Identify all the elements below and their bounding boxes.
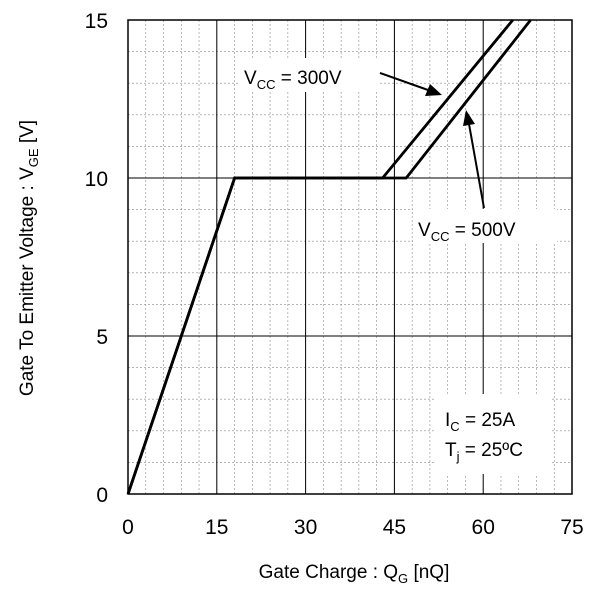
annotation-vcc500-sub: CC bbox=[431, 229, 450, 244]
annotation-tj-main: T bbox=[445, 440, 457, 461]
annotation-vcc300-tail: = 300V bbox=[275, 68, 341, 89]
x-tick-label: 15 bbox=[205, 516, 228, 539]
x-tick-label: 75 bbox=[560, 516, 583, 539]
y-tick-label: 10 bbox=[85, 168, 108, 191]
x-tick-label: 45 bbox=[383, 516, 406, 539]
arrow-vcc300 bbox=[379, 72, 429, 91]
arrow-vcc500 bbox=[468, 123, 485, 209]
annotation-vcc500-tail: = 500V bbox=[449, 220, 515, 241]
arrowhead-vcc300 bbox=[425, 84, 442, 96]
y-tick-label: 0 bbox=[96, 484, 108, 507]
annotation-vcc300-main: V bbox=[244, 68, 257, 89]
label-bg-vcc300 bbox=[238, 58, 378, 92]
y-tick-label: 5 bbox=[96, 326, 108, 349]
x-axis-title-main: Gate Charge : Q bbox=[259, 562, 398, 583]
arrowhead-vcc500 bbox=[463, 110, 475, 126]
y-tick-labels: 0 5 10 15 bbox=[85, 10, 108, 507]
conditions-bg bbox=[434, 394, 552, 474]
x-tick-label: 60 bbox=[472, 516, 495, 539]
y-tick-label: 15 bbox=[85, 10, 108, 33]
y-axis-title-tail: [V] bbox=[17, 120, 38, 149]
annotation-tj-sub: j bbox=[456, 449, 460, 464]
x-tick-label: 0 bbox=[122, 516, 134, 539]
annotation-vcc500: VCC = 500V bbox=[418, 220, 516, 244]
annotation-ic: IC = 25A bbox=[445, 410, 515, 434]
x-tick-labels: 0 15 30 45 60 75 bbox=[122, 516, 584, 539]
y-axis-title-sub: GE bbox=[26, 148, 41, 167]
annotation-ic-tail: = 25A bbox=[460, 410, 516, 431]
plot-frame bbox=[127, 19, 573, 495]
annotation-ic-sub: C bbox=[450, 419, 459, 434]
x-axis-title: Gate Charge : QG [nQ] bbox=[259, 562, 450, 586]
y-axis-title: Gate To Emitter Voltage : VGE [V] bbox=[17, 120, 41, 396]
annotation-tj: Tj = 25ºC bbox=[445, 440, 523, 464]
y-axis-title-main: Gate To Emitter Voltage : V bbox=[17, 167, 38, 396]
series-lines bbox=[126, 19, 532, 495]
series-line-vcc500 bbox=[126, 19, 532, 495]
annotation-tj-tail: = 25ºC bbox=[460, 440, 523, 461]
annotation-vcc300-sub: CC bbox=[257, 77, 276, 92]
x-tick-label: 30 bbox=[294, 516, 317, 539]
label-bg-vcc500 bbox=[413, 209, 557, 243]
x-axis-title-sub: G bbox=[398, 571, 408, 586]
annotation-ic-main: I bbox=[445, 410, 450, 431]
annotation-vcc500-main: V bbox=[418, 220, 431, 241]
annotation-vcc300: VCC = 300V bbox=[244, 68, 342, 92]
x-axis-title-tail: [nQ] bbox=[408, 562, 449, 583]
